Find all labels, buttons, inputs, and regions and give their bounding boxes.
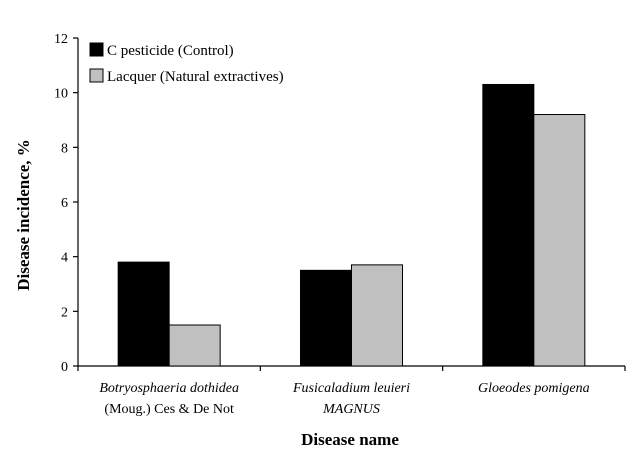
bars bbox=[117, 83, 586, 367]
category-label: Fusicaladium leuieri bbox=[292, 381, 410, 396]
legend-label: C pesticide (Control) bbox=[107, 43, 234, 59]
category-labels: Botryosphaeria dothidea (Moug.) Ces & De … bbox=[99, 381, 589, 417]
category-label: MAGNUS bbox=[322, 402, 380, 417]
y-axis-title: Disease incidence, % bbox=[14, 139, 33, 291]
bar-series-1-cat-0 bbox=[168, 324, 221, 367]
legend: C pesticide (Control) Lacquer (Natural ex… bbox=[89, 42, 284, 85]
category-label: Gloeodes pomigena bbox=[478, 381, 590, 396]
x-axis bbox=[77, 365, 626, 371]
legend-swatch bbox=[89, 42, 104, 57]
y-tick-label: 2 bbox=[61, 305, 68, 320]
y-tick-label: 0 bbox=[61, 360, 68, 375]
bar-series-0-cat-1 bbox=[300, 269, 352, 367]
bar-series-0-cat-0 bbox=[117, 261, 170, 367]
bar-series-0-cat-2 bbox=[482, 83, 535, 367]
bar-series-1-cat-2 bbox=[533, 114, 586, 367]
legend-swatch bbox=[89, 68, 104, 83]
category-label: (Moug.) Ces & De Not bbox=[104, 402, 234, 417]
y-tick-label: 4 bbox=[61, 251, 68, 266]
y-tick-label: 6 bbox=[61, 196, 68, 211]
y-tick-label: 8 bbox=[61, 141, 68, 156]
y-axis: 0 2 4 6 8 10 12 bbox=[54, 32, 79, 375]
x-axis-title: Disease name bbox=[301, 430, 399, 449]
category-label: Botryosphaeria dothidea bbox=[99, 381, 239, 396]
bar-series-1-cat-1 bbox=[351, 264, 403, 367]
y-tick-label: 10 bbox=[54, 87, 68, 102]
y-tick-label: 12 bbox=[54, 32, 68, 47]
legend-label: Lacquer (Natural extractives) bbox=[107, 69, 284, 85]
